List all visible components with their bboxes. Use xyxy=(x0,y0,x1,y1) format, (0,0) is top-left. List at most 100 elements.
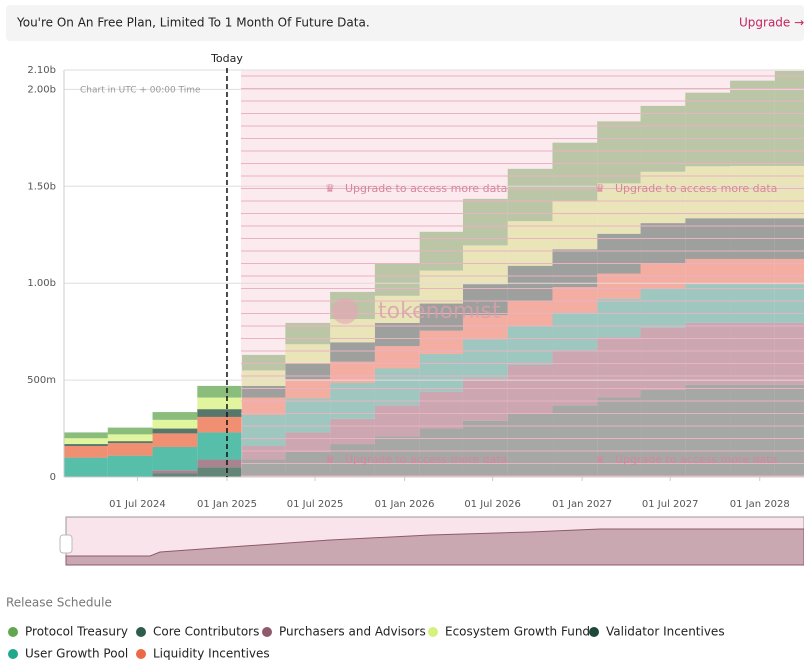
area-step xyxy=(242,397,286,415)
area-step xyxy=(730,284,775,323)
x-tick-label: 01 Jul 2025 xyxy=(287,499,344,510)
y-tick-label: 1.50b xyxy=(27,181,56,192)
area-step xyxy=(685,92,731,167)
area-step xyxy=(152,473,198,477)
area-step xyxy=(462,420,508,477)
area-step xyxy=(685,384,731,477)
area-step xyxy=(419,330,463,354)
legend-label: Protocol Treasury xyxy=(25,625,128,639)
area-step xyxy=(197,467,243,477)
area-step xyxy=(152,470,198,474)
area-step xyxy=(374,263,420,296)
area-step xyxy=(685,284,731,323)
area-step xyxy=(552,405,598,477)
x-tick-label: 01 Jul 2026 xyxy=(464,499,521,510)
overlay-icon: ♛ xyxy=(325,182,335,195)
navigator-handle[interactable] xyxy=(59,534,73,554)
area-step xyxy=(330,418,375,445)
area-step xyxy=(462,245,508,285)
area-step xyxy=(242,414,286,446)
area-step xyxy=(552,287,598,313)
overlay-text: Upgrade to access more data xyxy=(345,453,507,466)
area-step xyxy=(597,298,641,338)
area-step xyxy=(285,451,331,477)
area-step xyxy=(285,398,331,433)
today-label: Today xyxy=(210,52,243,65)
area-step xyxy=(419,428,463,477)
legend-label: Purchasers and Advisors xyxy=(279,625,426,639)
x-tick-label: 01 Jan 2026 xyxy=(375,499,435,510)
area-step xyxy=(419,353,463,392)
area-step xyxy=(552,200,598,250)
area-step xyxy=(107,434,153,442)
area-step xyxy=(374,405,420,437)
legend-swatch xyxy=(136,627,146,637)
area-step xyxy=(597,337,641,398)
area-step xyxy=(285,432,331,452)
area-step xyxy=(774,322,804,385)
area-step xyxy=(774,384,804,477)
area-step xyxy=(330,319,375,343)
area-step xyxy=(64,445,108,458)
legend-swatch xyxy=(262,627,272,637)
area-step xyxy=(685,166,731,219)
area-step xyxy=(197,409,243,417)
watermark-logo xyxy=(332,298,358,324)
area-step xyxy=(597,233,641,274)
area-step xyxy=(197,459,243,468)
area-step xyxy=(640,171,686,224)
area-step xyxy=(330,342,375,362)
area-step xyxy=(330,444,375,477)
legend-swatch xyxy=(8,627,18,637)
area-step xyxy=(374,322,420,347)
area-step xyxy=(152,446,198,471)
area-step xyxy=(507,325,553,365)
area-step xyxy=(374,346,420,369)
x-tick-label: 01 Jan 2028 xyxy=(730,499,790,510)
area-step xyxy=(730,80,775,166)
y-tick-label: 2.00b xyxy=(27,84,56,95)
area-step xyxy=(107,427,153,435)
area-step xyxy=(462,284,508,316)
area-step xyxy=(597,183,641,234)
legend-swatch xyxy=(136,649,146,659)
area-step xyxy=(374,368,420,406)
area-step xyxy=(285,344,331,364)
y-tick-label: 0 xyxy=(50,472,56,483)
legend-label: Liquidity Incentives xyxy=(153,647,270,661)
area-step xyxy=(419,391,463,429)
area-step xyxy=(730,165,775,219)
area-step xyxy=(462,198,508,246)
y-tick-label: 1.00b xyxy=(27,278,56,289)
area-step xyxy=(107,443,153,456)
area-step xyxy=(152,433,198,447)
overlay-text: Upgrade to access more data xyxy=(615,182,777,195)
area-step xyxy=(64,457,108,477)
y-tick-label: 2.10b xyxy=(27,65,56,76)
upgrade-link[interactable]: Upgrade → xyxy=(739,16,804,30)
area-step xyxy=(64,432,108,439)
locked-overlay xyxy=(240,70,804,477)
area-step xyxy=(197,385,243,398)
area-step xyxy=(640,289,686,328)
legend-label: Core Contributors xyxy=(153,625,259,639)
area-step xyxy=(374,436,420,477)
y-tick-label: 500m xyxy=(27,375,56,386)
legend-swatch xyxy=(8,649,18,659)
area-step xyxy=(730,322,775,385)
area-step xyxy=(552,351,598,406)
legend-label: Ecosystem Growth Fund xyxy=(445,625,590,639)
x-tick-label: 01 Jan 2027 xyxy=(552,499,612,510)
area-step xyxy=(374,295,420,323)
area-step xyxy=(507,413,553,477)
area-step xyxy=(774,70,804,166)
legend-swatch xyxy=(428,627,438,637)
area-step xyxy=(597,121,641,184)
overlay-icon: ♛ xyxy=(595,453,605,466)
area-step xyxy=(640,389,686,477)
x-tick-label: 01 Jul 2027 xyxy=(642,499,699,510)
area-step xyxy=(242,370,286,386)
overlay-icon: ♛ xyxy=(325,453,335,466)
x-tick-label: 01 Jan 2025 xyxy=(197,499,257,510)
